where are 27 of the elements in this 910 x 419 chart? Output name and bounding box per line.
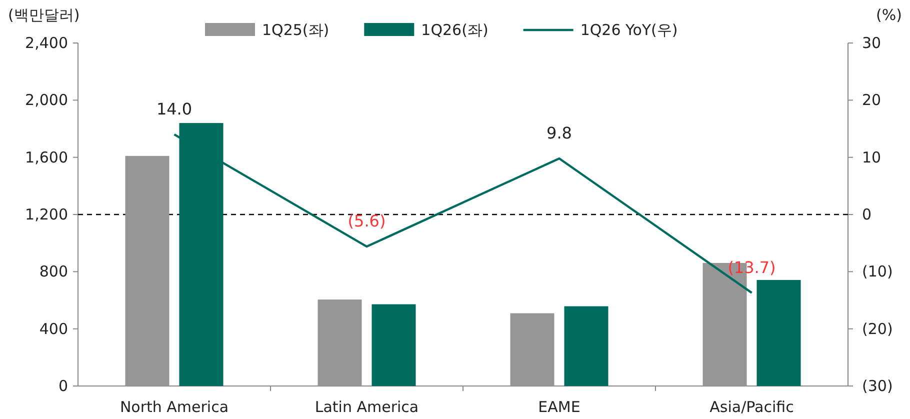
- y-tick-label: 1,200: [25, 206, 68, 224]
- y-tick-label: 800: [39, 262, 68, 281]
- legend-label: 1Q25(좌): [262, 21, 330, 39]
- y-tick-label: 400: [39, 320, 68, 338]
- y2-tick-label: (20): [862, 320, 893, 338]
- x-tick-label: Asia/Pacific: [710, 398, 794, 416]
- y2-tick-label: 0: [862, 206, 872, 224]
- y2-tick-label: (30): [862, 377, 893, 395]
- y-tick-label: 1,600: [25, 148, 68, 166]
- data-label: 9.8: [546, 123, 572, 142]
- legend-label: 1Q26(좌): [421, 21, 488, 39]
- y-tick-label: 0: [58, 377, 68, 395]
- legend-label: 1Q26 YoY(우): [580, 21, 678, 39]
- y-axis-title: (백만달러): [8, 6, 80, 24]
- x-tick-label: North America: [120, 398, 229, 416]
- y2-tick-label: 20: [862, 91, 882, 110]
- y2-tick-label: 10: [862, 148, 882, 166]
- x-tick-label: Latin America: [314, 398, 419, 416]
- data-label: (13.7): [728, 258, 776, 277]
- data-label: 14.0: [156, 99, 192, 118]
- y2-tick-label: 30: [862, 34, 882, 52]
- x-tick-label: EAME: [538, 398, 580, 416]
- y-tick-label: 2,000: [25, 91, 68, 110]
- data-label: (5.6): [348, 212, 386, 231]
- y2-axis-title: (%): [876, 6, 902, 24]
- y2-tick-label: (10): [862, 262, 893, 281]
- y-tick-label: 2,400: [25, 34, 68, 52]
